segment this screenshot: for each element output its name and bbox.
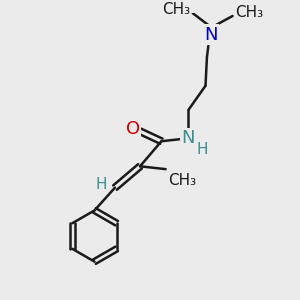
- Text: H: H: [196, 142, 208, 157]
- Text: N: N: [182, 129, 195, 147]
- Text: O: O: [126, 120, 140, 138]
- Text: CH₃: CH₃: [235, 5, 263, 20]
- Text: CH₃: CH₃: [168, 173, 196, 188]
- Text: N: N: [204, 26, 218, 44]
- Text: H: H: [95, 177, 106, 192]
- Text: CH₃: CH₃: [162, 2, 190, 17]
